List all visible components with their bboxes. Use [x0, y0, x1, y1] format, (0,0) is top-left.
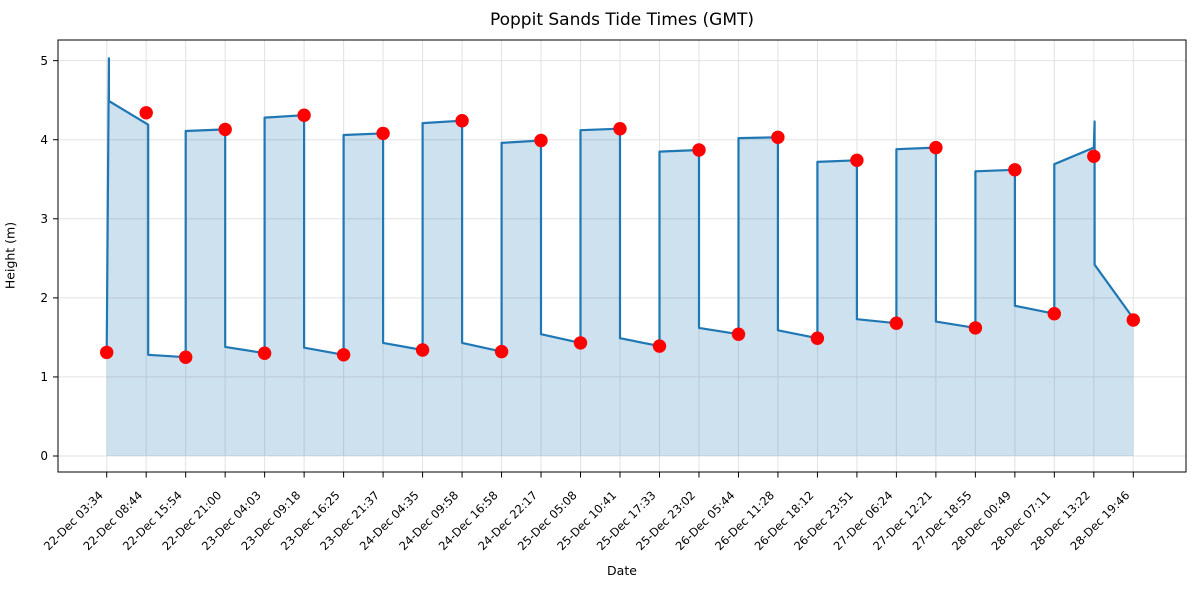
- tide-point-high: [929, 140, 943, 155]
- tide-area-fill: [106, 58, 1134, 457]
- y-tick-label: 3: [40, 212, 48, 226]
- tide-point-low: [810, 331, 825, 345]
- y-tick-label: 5: [40, 54, 48, 68]
- y-axis-title: Height (m): [2, 221, 18, 290]
- tide-point-low: [257, 346, 272, 360]
- tide-point-high: [455, 114, 469, 128]
- tide-point-high: [1008, 163, 1022, 177]
- tide-point-low: [889, 316, 904, 330]
- y-tick-label: 2: [40, 291, 48, 305]
- y-tick-label: 0: [40, 449, 48, 463]
- tide-point-high: [376, 126, 390, 141]
- tide-point-high: [613, 122, 627, 136]
- tide-point-high: [850, 153, 864, 167]
- tide-point-high: [1087, 149, 1101, 163]
- tide-point-low: [731, 327, 746, 341]
- tide-point-high: [218, 122, 232, 137]
- tide-point-high: [692, 143, 706, 157]
- tide-points: [100, 106, 1141, 364]
- y-tick-label: 4: [40, 133, 48, 147]
- tide-point-high: [771, 130, 785, 144]
- tide-point-high: [297, 108, 311, 122]
- tide-point-high: [534, 133, 548, 148]
- tide-point-low: [100, 345, 114, 360]
- tide-point-low: [494, 344, 509, 359]
- tide-point-high: [139, 106, 153, 120]
- y-tick-label: 1: [40, 370, 48, 384]
- x-axis-title: Date: [607, 563, 637, 578]
- tide-point-low: [1126, 313, 1141, 327]
- tide-point-low: [968, 321, 983, 335]
- tide-point-low: [652, 339, 667, 353]
- tide-point-low: [179, 350, 193, 364]
- tide-point-low: [336, 348, 351, 362]
- chart-title: Poppit Sands Tide Times (GMT): [489, 10, 755, 30]
- plot-frame: [57, 39, 1187, 473]
- tide-point-low: [415, 343, 430, 357]
- tide-point-low: [573, 336, 588, 350]
- tide-point-low: [1047, 307, 1062, 321]
